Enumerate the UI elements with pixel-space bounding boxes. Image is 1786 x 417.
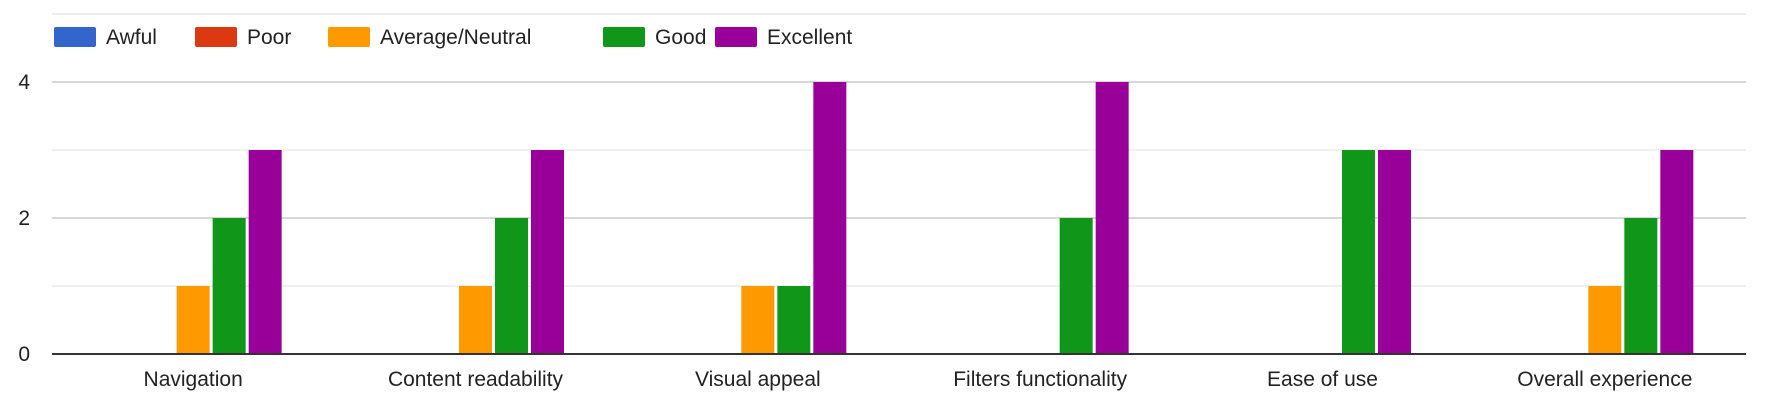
bar-good-content-readability[interactable] [495, 218, 528, 354]
legend-label[interactable]: Good [655, 26, 706, 49]
bar-good-ease-of-use[interactable] [1342, 150, 1375, 354]
bar-good-filters-functionality[interactable] [1059, 218, 1093, 354]
legend-swatch-poor[interactable] [195, 27, 237, 47]
bar-excellent-filters-functionality[interactable] [1095, 82, 1129, 354]
legend-swatch-awful[interactable] [54, 27, 96, 47]
bar-excellent-ease-of-use[interactable] [1378, 150, 1411, 354]
legend-label[interactable]: Average/Neutral [380, 26, 531, 49]
legend: Awful Poor Average/Neutral Good Excellent [54, 26, 852, 49]
bar-average-neutral-navigation[interactable] [176, 286, 210, 354]
bar-excellent-content-readability[interactable] [531, 150, 564, 354]
bar-good-navigation[interactable] [212, 218, 246, 354]
grid-lines [52, 13, 1746, 287]
bar-good-visual-appeal[interactable] [777, 286, 811, 354]
bar-excellent-navigation[interactable] [248, 150, 282, 354]
legend-swatch-excellent[interactable] [715, 27, 757, 47]
x-category-label: Visual appeal [695, 368, 821, 391]
legend-swatch-average-neutral[interactable] [328, 27, 370, 47]
x-category-label: Filters functionality [953, 368, 1127, 391]
bar-average-neutral-content-readability[interactable] [459, 286, 492, 354]
bar-good-overall-experience[interactable] [1624, 218, 1658, 354]
x-category-label: Ease of use [1267, 368, 1378, 391]
bar-average-neutral-overall-experience[interactable] [1588, 286, 1622, 354]
x-category-label: Navigation [144, 368, 243, 391]
y-tick-label: 4 [18, 71, 30, 94]
bar-excellent-overall-experience[interactable] [1660, 150, 1694, 354]
y-tick-label: 0 [18, 343, 30, 366]
y-tick-label: 2 [18, 207, 30, 230]
x-category-label: Overall experience [1517, 368, 1692, 391]
bar-average-neutral-visual-appeal[interactable] [741, 286, 775, 354]
legend-label[interactable]: Poor [247, 26, 291, 49]
axis: 0 2 4 Navigation Content readability Visual a… [18, 71, 1746, 391]
x-category-label: Content readability [388, 368, 564, 391]
legend-label[interactable]: Awful [106, 26, 157, 49]
bar-excellent-visual-appeal[interactable] [813, 82, 847, 354]
legend-label[interactable]: Excellent [767, 26, 852, 49]
legend-swatch-good[interactable] [603, 27, 645, 47]
bars [176, 82, 1694, 354]
